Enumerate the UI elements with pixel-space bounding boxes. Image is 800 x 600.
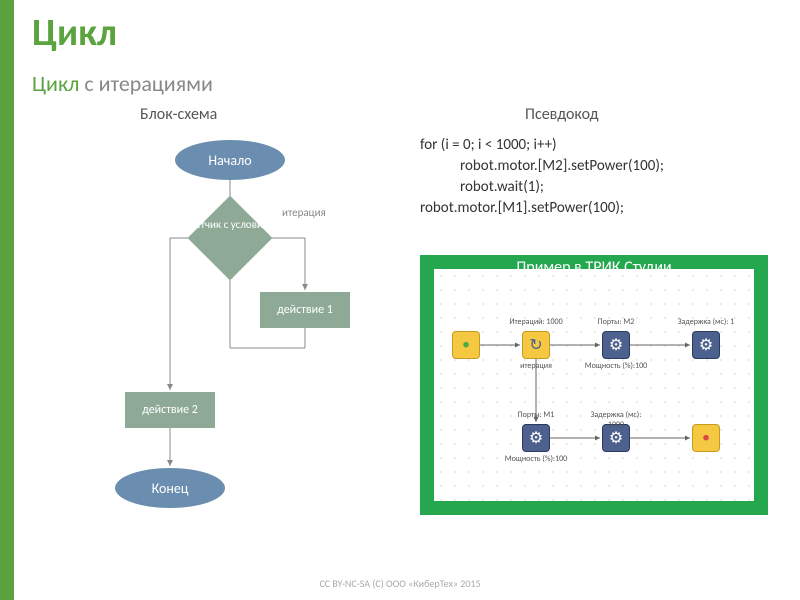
flow-diamond (188, 196, 273, 281)
trik-node-n2 (522, 331, 550, 359)
subtitle-gray: с итерациями (79, 70, 213, 97)
trik-node-n3 (602, 331, 630, 359)
flow-diamond-label: Счетчик с условием (170, 218, 290, 231)
trik-label: итерация (504, 361, 568, 371)
accent-bar (0, 0, 14, 600)
subtitle: Цикл с итерациями (32, 70, 213, 97)
trik-label: Порты: M1 (504, 410, 568, 420)
trik-label: Мощность (%):100 (504, 454, 568, 464)
blok-label: Блок-схема (140, 105, 217, 124)
pseudo-label: Псевдокод (525, 105, 599, 124)
code-l4: robot.motor.[M1].setPower(100); (420, 199, 624, 217)
trik-node-n7 (692, 424, 720, 452)
flow-act2: действие 2 (125, 392, 215, 428)
trik-node-n5 (522, 424, 550, 452)
trik-lines (434, 269, 754, 501)
trik-inner: Итераций: 1000 итерация Порты: M2 Мощность … (434, 269, 754, 501)
code-block: for (i = 0; i < 1000; i++) robot.motor.[… (420, 135, 664, 219)
flow-act1: действие 1 (260, 292, 350, 328)
trik-node-n4 (692, 331, 720, 359)
code-l3: robot.wait(1); (420, 177, 664, 198)
subtitle-green: Цикл (32, 70, 79, 97)
trik-node-n1 (452, 331, 480, 359)
trik-label: Порты: M2 (584, 317, 648, 327)
flow-end: Конец (115, 468, 225, 508)
iter-label: итерация (282, 206, 326, 219)
flow-start: Начало (175, 140, 285, 180)
page-title: Цикл (32, 10, 117, 56)
flowchart: Начало Счетчик с условием итерация дейст… (60, 130, 400, 510)
trik-label: Задержка (мс): 1000 (584, 410, 648, 430)
footer: CC BY-NC-SA (C) ООО «КиберТех» 2015 (0, 577, 800, 590)
trik-label: Итераций: 1000 (504, 317, 568, 327)
trik-label: Задержка (мс): 1 (674, 317, 738, 327)
trik-label: Мощность (%):100 (584, 361, 648, 371)
trik-header: Пример в ТРИК Студии (420, 258, 768, 277)
trik-panel: Итераций: 1000 итерация Порты: M2 Мощность … (420, 255, 768, 515)
code-l2: robot.motor.[M2].setPower(100); (420, 156, 664, 177)
code-l1: for (i = 0; i < 1000; i++) (420, 136, 557, 154)
